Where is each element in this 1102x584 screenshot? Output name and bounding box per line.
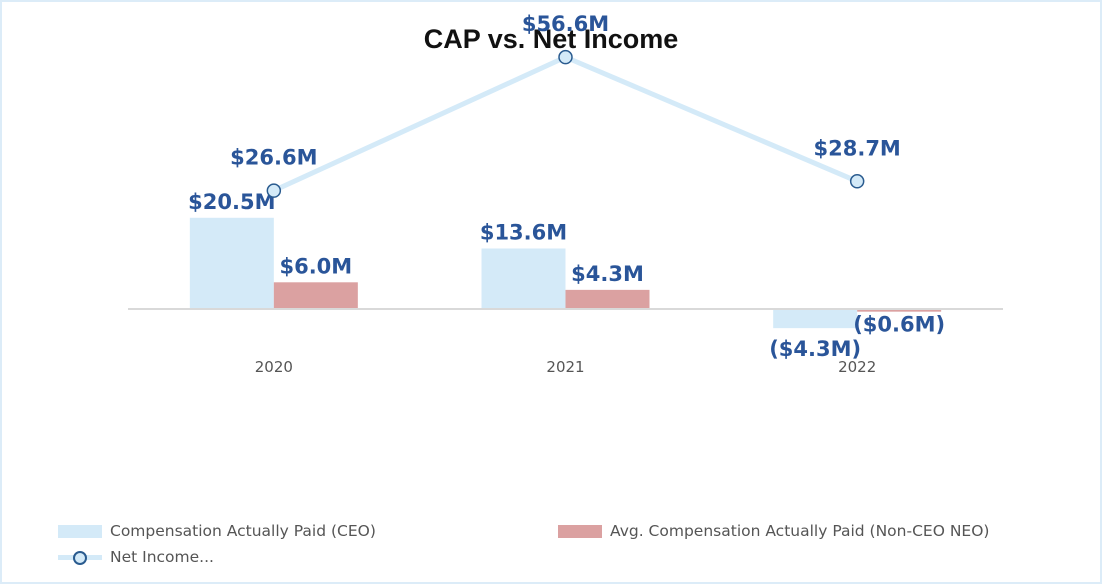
point-net-income-2021 [558, 49, 573, 65]
legend-swatch-neo [558, 524, 602, 538]
point-net-income-2020 [266, 183, 282, 198]
bar-ceo-2020 [189, 217, 274, 309]
data-label-ceo-2020: $20.5M [188, 190, 275, 214]
data-label-net-income-2021: $56.6M [522, 12, 609, 36]
data-label-neo-2022: ($0.6M) [853, 313, 945, 337]
data-label-net-income-2020: $26.6M [230, 146, 317, 170]
data-label-neo-2020: $6.0M [279, 254, 352, 278]
data-label-ceo-2022: ($4.3M) [769, 337, 861, 361]
x-tick-2020: 2020 [255, 358, 293, 376]
legend-item-neo: Avg. Compensation Actually Paid (Non-CEO… [558, 522, 989, 540]
x-tick-2022: 2022 [838, 358, 876, 376]
legend-label-neo: Avg. Compensation Actually Paid (Non-CEO… [610, 522, 990, 540]
legend-item-net-income: Net Income... [58, 548, 214, 566]
legend-label-ceo: Compensation Actually Paid (CEO) [110, 522, 376, 540]
series-line-net-income [272, 54, 859, 193]
bar-ceo-2021 [481, 248, 566, 309]
legend-swatch-net-income [58, 550, 102, 565]
data-label-neo-2021: $4.3M [571, 262, 644, 286]
legend-label-net-income: Net Income... [110, 548, 214, 566]
legend-swatch-ceo [58, 524, 102, 538]
bar-neo-2020 [273, 282, 358, 309]
data-label-net-income-2022: $28.7M [814, 136, 901, 160]
bar-ceo-2022 [773, 309, 858, 329]
point-net-income-2022 [849, 174, 865, 189]
bar-neo-2021 [565, 289, 650, 309]
x-tick-2021: 2021 [546, 358, 584, 376]
bar-neo-2022 [857, 309, 942, 312]
data-label-ceo-2021: $13.6M [480, 220, 567, 244]
legend-item-ceo: Compensation Actually Paid (CEO) [58, 522, 376, 540]
chart-title: CAP vs. Net Income [423, 24, 679, 54]
